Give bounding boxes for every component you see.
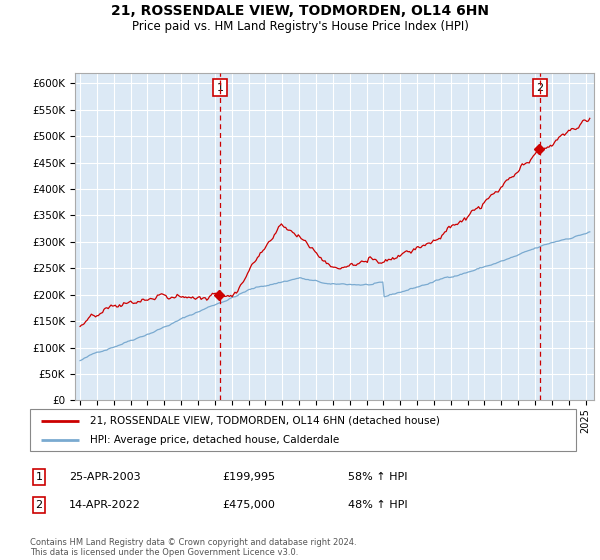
Text: 1: 1: [217, 83, 223, 92]
Text: 2: 2: [35, 500, 43, 510]
Text: £199,995: £199,995: [222, 472, 275, 482]
Text: 21, ROSSENDALE VIEW, TODMORDEN, OL14 6HN (detached house): 21, ROSSENDALE VIEW, TODMORDEN, OL14 6HN…: [90, 416, 440, 426]
Text: 2: 2: [536, 83, 544, 92]
Text: 58% ↑ HPI: 58% ↑ HPI: [348, 472, 407, 482]
Text: 48% ↑ HPI: 48% ↑ HPI: [348, 500, 407, 510]
Text: 21, ROSSENDALE VIEW, TODMORDEN, OL14 6HN: 21, ROSSENDALE VIEW, TODMORDEN, OL14 6HN: [111, 4, 489, 18]
Text: 1: 1: [35, 472, 43, 482]
Text: £475,000: £475,000: [222, 500, 275, 510]
Text: Price paid vs. HM Land Registry's House Price Index (HPI): Price paid vs. HM Land Registry's House …: [131, 20, 469, 32]
Text: HPI: Average price, detached house, Calderdale: HPI: Average price, detached house, Cald…: [90, 435, 340, 445]
Text: 14-APR-2022: 14-APR-2022: [69, 500, 141, 510]
Text: 25-APR-2003: 25-APR-2003: [69, 472, 140, 482]
Text: Contains HM Land Registry data © Crown copyright and database right 2024.
This d: Contains HM Land Registry data © Crown c…: [30, 538, 356, 557]
